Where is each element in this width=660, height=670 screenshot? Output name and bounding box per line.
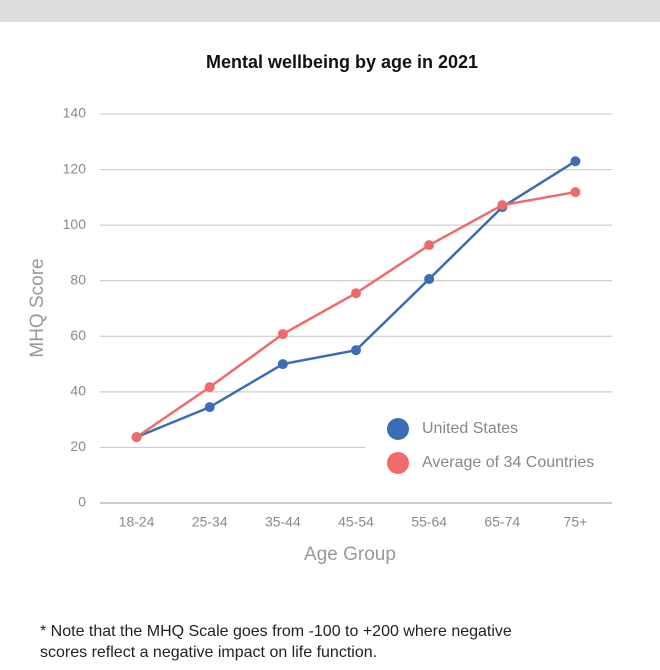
y-tick-label: 0 [78,494,86,510]
y-tick-label: 140 [63,105,87,121]
point [570,156,581,167]
point [351,288,361,299]
y-tick-label: 20 [70,438,86,454]
point [131,432,142,443]
y-axis-label: MHQ Score [27,258,48,357]
legend-background [365,408,615,483]
x-tick-label: 25-34 [192,514,228,530]
legend-swatch [387,418,409,440]
x-tick-label: 55-64 [411,514,447,530]
x-tick-label: 35-44 [265,514,301,530]
point [277,329,288,340]
point [277,359,288,370]
x-tick-label: 65-74 [484,514,520,530]
x-tick-label: 45-54 [338,514,374,530]
point [570,187,581,198]
point [497,200,508,211]
line [135,190,576,439]
legend-label: Average of 34 Countries [422,454,594,471]
y-tick-label: 100 [63,216,87,232]
point [424,274,435,285]
point [204,402,215,413]
y-tick-label: 60 [70,327,86,343]
y-tick-label: 120 [63,160,87,176]
y-tick-label: 80 [70,271,86,287]
note: scores reflect a negative impact on life… [40,644,377,661]
point [204,382,215,393]
legend-label: United States [422,420,518,437]
legend-swatch [387,452,409,474]
point [424,240,435,251]
note: * Note that the MHQ Scale goes from -100… [40,623,512,640]
x-tick-label: 75+ [564,514,588,530]
top-bar [0,0,660,22]
y-tick-label: 40 [70,383,86,399]
chart-title: Mental wellbeing by age in 2021 [206,52,478,72]
x-axis-label: Age Group [304,544,396,565]
x-tick-label: 18-24 [119,514,155,530]
point [351,345,361,356]
